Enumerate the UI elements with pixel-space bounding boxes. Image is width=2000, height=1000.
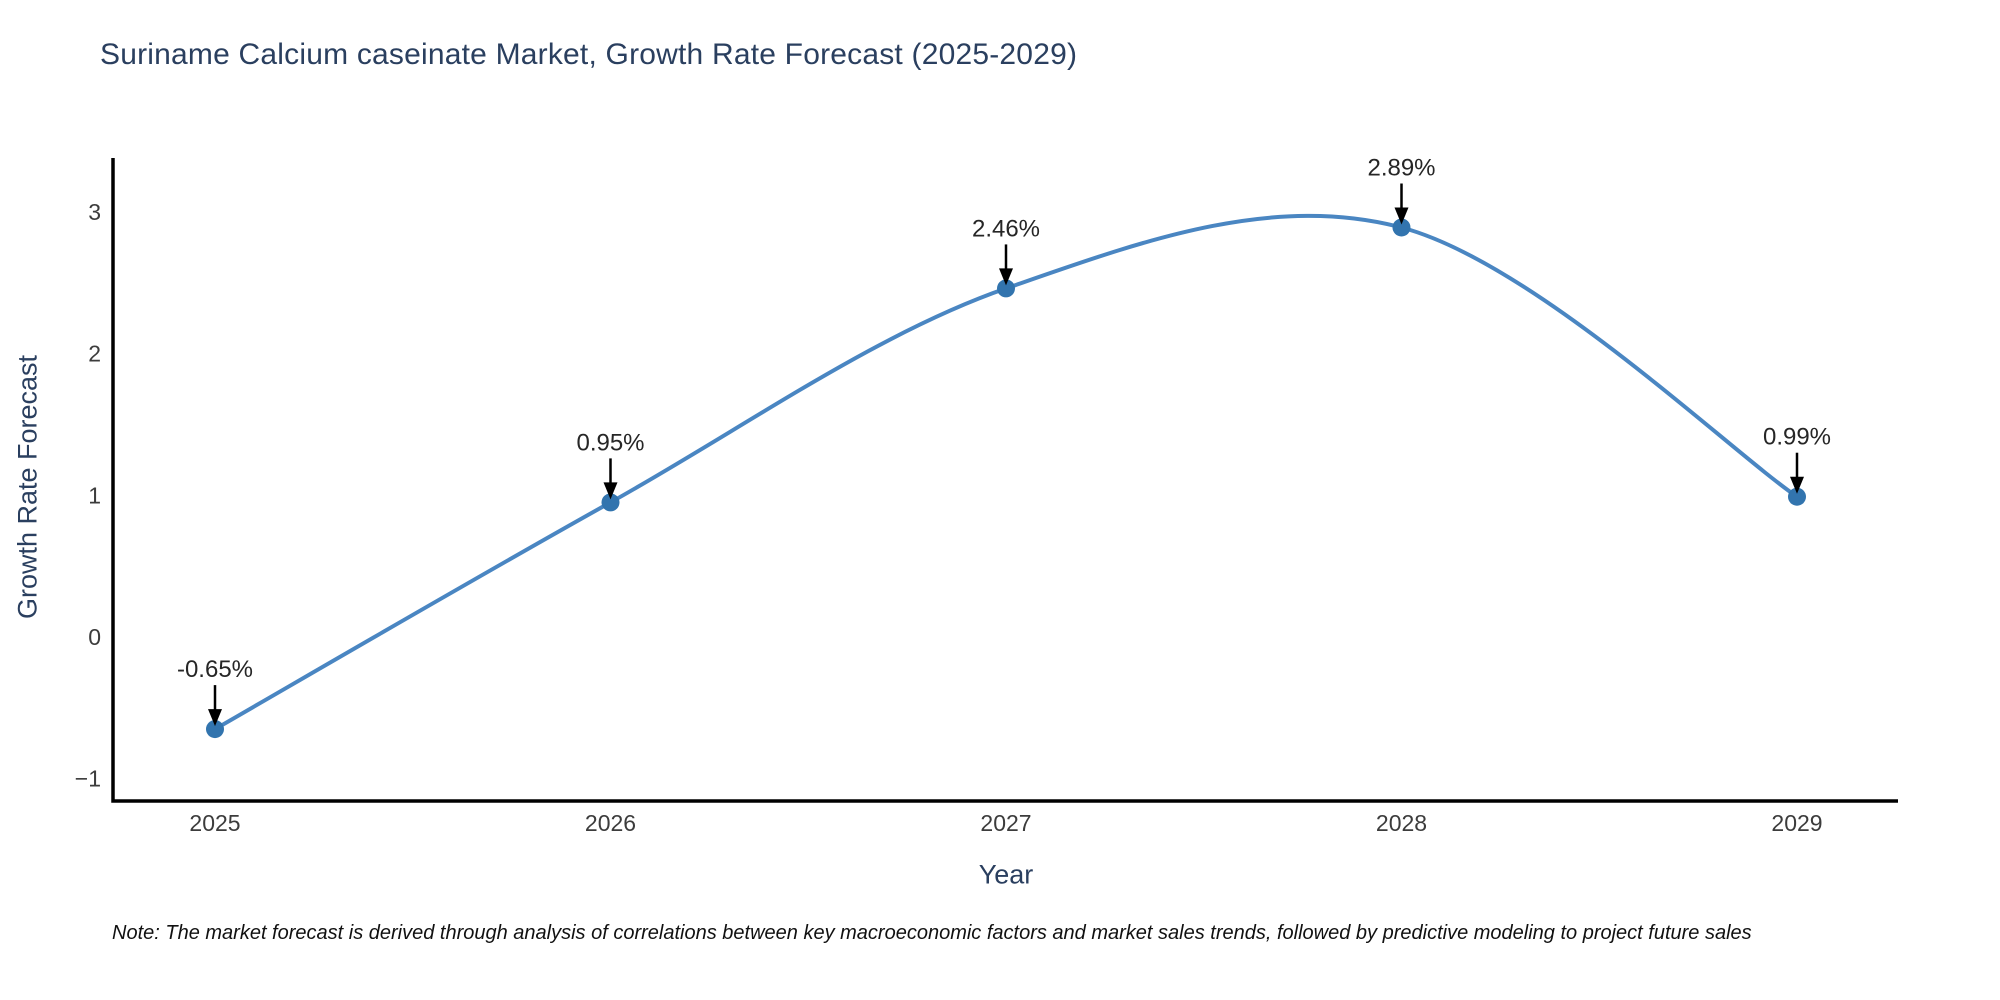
x-tick-label: 2029: [1771, 810, 1822, 836]
y-tick-label: 0: [88, 624, 101, 650]
y-tick-label: −1: [75, 766, 101, 792]
y-tick-label: 1: [88, 482, 101, 508]
data-point-label: 0.99%: [1763, 424, 1831, 451]
data-point-label: 2.89%: [1367, 154, 1435, 181]
data-point-marker: [206, 720, 224, 739]
annotation-arrow-head: [603, 482, 618, 500]
annotation-arrow-head: [1790, 476, 1804, 494]
chart-title: Suriname Calcium caseinate Market, Growt…: [100, 38, 1078, 71]
annotation-arrow-head: [999, 268, 1013, 286]
data-point-marker: [601, 493, 620, 512]
x-axis-title: Year: [978, 859, 1034, 890]
x-tick-label: 2028: [1376, 810, 1427, 836]
y-tick-label: 3: [88, 199, 101, 225]
axes-spines: [111, 158, 1898, 803]
x-tick-label: 2027: [980, 810, 1031, 836]
footnote: Note: The market forecast is derived thr…: [112, 922, 1752, 944]
data-point-marker: [1392, 218, 1411, 237]
annotation-arrow-head: [208, 709, 222, 727]
data-point-marker: [997, 279, 1015, 298]
data-point-label: 2.46%: [972, 215, 1040, 242]
data-point-label: 0.95%: [576, 429, 644, 456]
x-tick-label: 2026: [585, 810, 636, 836]
x-tick-label: 2025: [189, 810, 240, 836]
y-axis-title: Growth Rate Forecast: [12, 354, 43, 620]
data-point-marker: [1788, 487, 1806, 506]
y-tick-label: 2: [88, 341, 101, 367]
annotation-arrow-head: [1394, 207, 1409, 225]
data-point-label: -0.65%: [177, 656, 253, 683]
